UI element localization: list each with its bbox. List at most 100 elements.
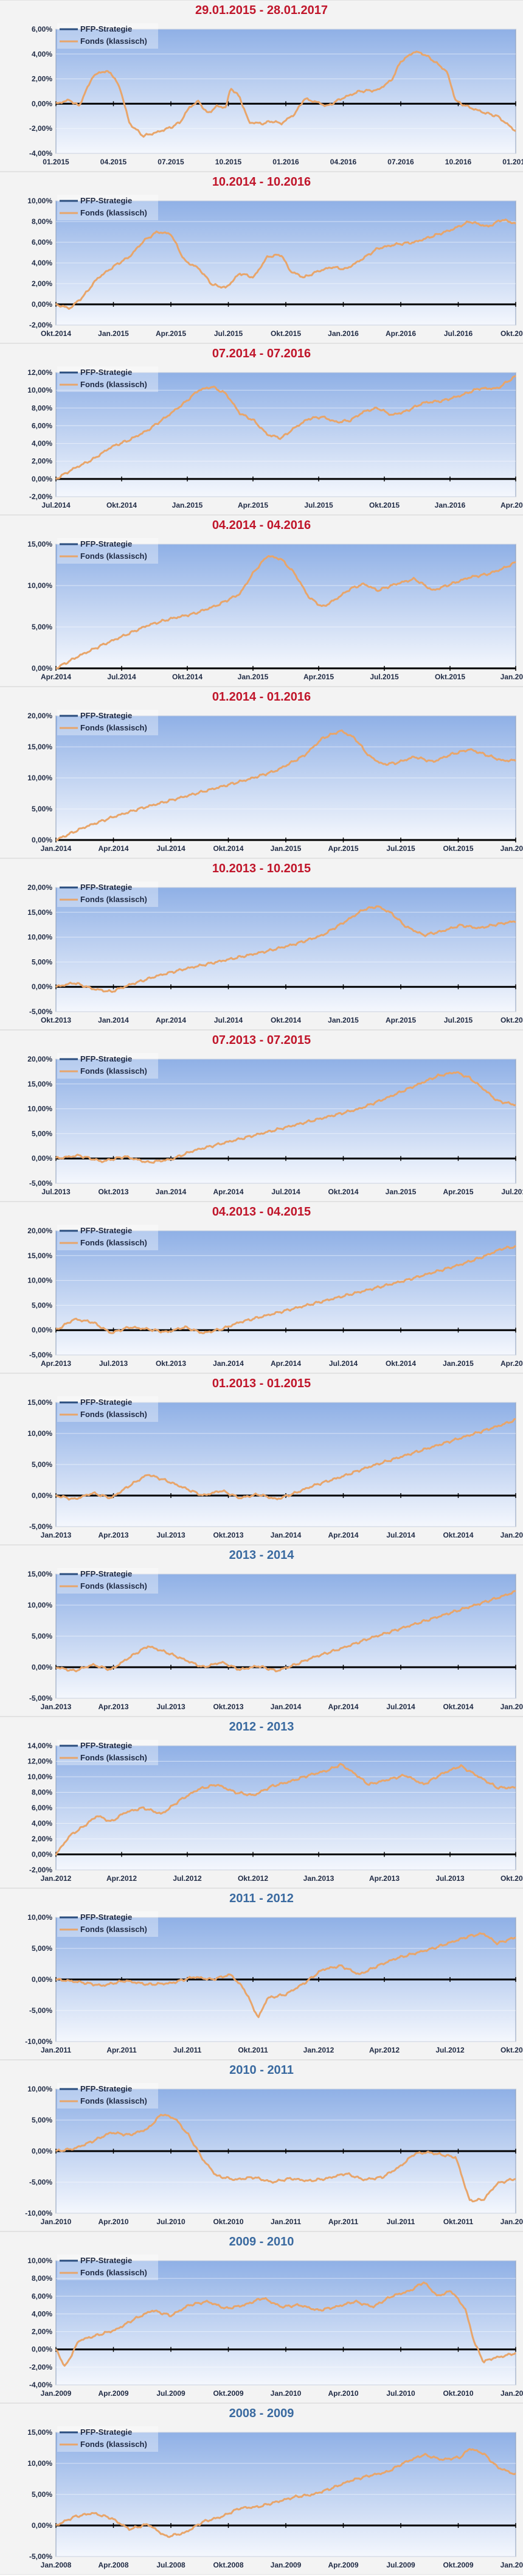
y-tick-label: 20,00% — [27, 712, 52, 720]
chart-title: 07.2013 - 07.2015 — [212, 1034, 311, 1047]
series-line-fonds — [55, 905, 516, 993]
x-tick-label: Jan.2015 — [500, 1703, 523, 1711]
chart-panel: 2009 - 2010 -4,00% -2,00% 0,00% 2,00% 4,00% 6,… — [0, 2231, 523, 2403]
legend-label-strategy: PFP-Strategie — [80, 368, 132, 377]
chart-title: 2008 - 2009 — [229, 2407, 294, 2420]
legend: PFP-Strategie Fonds (klassisch) — [57, 1225, 158, 1250]
x-tick-label: Jul.2014 — [329, 1359, 358, 1368]
legend-box — [57, 1225, 158, 1250]
series-line-fonds — [55, 2113, 516, 2203]
chart-svg: -5,00% 0,00% 5,00% 10,00% 15,00% 20,00% Okt.20… — [27, 881, 523, 1024]
y-tick-label: 2,00% — [32, 279, 52, 288]
legend-box — [57, 538, 158, 564]
chart-svg: -10,00% -5,00% 0,00% 5,00% 10,00% Jan.2010 Apr… — [25, 2083, 523, 2226]
x-tick-label: 07.2015 — [158, 158, 184, 166]
legend-box — [57, 1911, 158, 1937]
y-tick-label: -2,00% — [29, 2363, 52, 2371]
legend-label-strategy: PFP-Strategie — [80, 711, 132, 720]
chart-svg: -4,00% -2,00% 0,00% 2,00% 4,00% 6,00% 01.2015 0… — [29, 23, 523, 166]
x-tick-label: Jan.2016 — [435, 501, 466, 509]
y-tick-label: -10,00% — [25, 2209, 52, 2217]
x-tick-label: Jul.2015 — [370, 673, 399, 681]
x-tick-label: Okt.2014 — [386, 1359, 416, 1368]
y-tick-label: 0,00% — [32, 475, 52, 483]
y-tick-label: 8,00% — [32, 404, 52, 412]
chart-panel: 10.2014 - 10.2016 -2,00% 0,00% 2,00% 4,00% 6,… — [0, 172, 523, 343]
chart-svg: -10,00% -5,00% 0,00% 5,00% 10,00% Jan.2011 Apr… — [25, 1911, 523, 2054]
plot-area — [55, 2260, 516, 2385]
x-tick-label: Okt.2012 — [238, 1874, 268, 1883]
x-tick-label: Jan.2014 — [41, 844, 72, 853]
x-tick-label: Jul.2009 — [156, 2389, 185, 2398]
legend-label-strategy: PFP-Strategie — [80, 1226, 132, 1235]
y-tick-label: 15,00% — [27, 1398, 52, 1407]
x-tick-label: Jan.2014 — [271, 1703, 302, 1711]
legend-box — [57, 366, 158, 392]
y-tick-label: -2,00% — [29, 124, 52, 133]
y-tick-label: 0,00% — [32, 2521, 52, 2530]
legend-label-fund: Fonds (klassisch) — [80, 2440, 147, 2449]
chart-panel: 2008 - 2009 -5,00% 0,00% 5,00% 10,00% 15,00% J… — [0, 2403, 523, 2575]
legend-label-fund: Fonds (klassisch) — [80, 37, 147, 46]
x-tick-label: Jan.2015 — [386, 1188, 417, 1196]
y-tick-label: 20,00% — [27, 1227, 52, 1235]
legend-label-strategy: PFP-Strategie — [80, 883, 132, 892]
y-tick-label: 20,00% — [27, 883, 52, 892]
y-tick-label: 8,00% — [32, 2274, 52, 2283]
x-tick-label: Okt.2013 — [98, 1188, 128, 1196]
x-tick-label: Jul.2010 — [386, 2389, 415, 2398]
y-tick-label: -10,00% — [25, 2037, 52, 2046]
x-tick-label: Okt.2010 — [213, 2217, 243, 2226]
legend-label-strategy: PFP-Strategie — [80, 2084, 132, 2093]
y-tick-label: 4,00% — [32, 259, 52, 267]
y-tick-label: 10,00% — [27, 386, 52, 394]
x-tick-label: Okt.2015 — [369, 501, 400, 509]
x-tick-label: Jan.2016 — [328, 329, 359, 338]
x-tick-label: Apr.2016 — [386, 329, 416, 338]
chart-title: 10.2013 - 10.2015 — [212, 862, 311, 875]
legend-box — [57, 1053, 158, 1079]
chart-title: 2012 - 2013 — [229, 1720, 294, 1734]
y-tick-label: 0,00% — [32, 1491, 52, 1500]
x-tick-label: Apr.2008 — [98, 2561, 128, 2569]
x-tick-label: Jan.2014 — [156, 1188, 187, 1196]
series-line-fonds — [55, 1590, 516, 1673]
x-tick-label: 07.2016 — [387, 158, 414, 166]
plot-area — [55, 1230, 516, 1356]
y-tick-label: 2,00% — [32, 457, 52, 466]
x-tick-label: Jul.2015 — [386, 844, 415, 853]
legend-box — [57, 1396, 158, 1422]
x-tick-label: Okt.2014 — [106, 501, 137, 509]
legend-label-fund: Fonds (klassisch) — [80, 1753, 147, 1762]
legend: PFP-Strategie Fonds (klassisch) — [57, 366, 158, 392]
chart-svg: -2,00% 0,00% 2,00% 4,00% 6,00% 8,00% 10,00% 12,… — [27, 366, 523, 509]
y-tick-label: 5,00% — [32, 957, 52, 966]
chart-svg: -5,00% 0,00% 5,00% 10,00% 15,00% 20,00% Jul.20… — [27, 1053, 523, 1196]
y-tick-label: 10,00% — [27, 1429, 52, 1438]
chart-title: 2011 - 2012 — [229, 1892, 294, 1905]
chart-title: 10.2014 - 10.2016 — [212, 175, 311, 189]
chart-title: 07.2014 - 07.2016 — [212, 347, 311, 360]
y-tick-label: 5,00% — [32, 2116, 52, 2124]
y-tick-label: 6,00% — [32, 25, 52, 33]
chart-title: 2010 - 2011 — [229, 2063, 294, 2077]
x-tick-label: Jan.2015 — [500, 1531, 523, 1539]
x-tick-label: Jan.2011 — [41, 2046, 71, 2054]
y-tick-label: 4,00% — [32, 1819, 52, 1828]
x-tick-label: Apr.2014 — [213, 1188, 243, 1196]
x-tick-label: Jul.2015 — [501, 1188, 523, 1196]
y-tick-label: -5,00% — [29, 2006, 52, 2015]
legend: PFP-Strategie Fonds (klassisch) — [57, 195, 158, 220]
legend: PFP-Strategie Fonds (klassisch) — [57, 2426, 158, 2452]
y-tick-label: 5,00% — [32, 1632, 52, 1640]
x-tick-label: Jan.2013 — [303, 1874, 334, 1883]
x-tick-label: Jul.2012 — [435, 2046, 465, 2054]
x-tick-label: Jan.2015 — [98, 329, 129, 338]
y-tick-label: 10,00% — [27, 197, 52, 205]
chart-panel: 07.2013 - 07.2015 -5,00% 0,00% 5,00% 10,00% 1… — [0, 1030, 523, 1202]
x-tick-label: Apr.2012 — [106, 1874, 137, 1883]
x-tick-label: Jul.2010 — [156, 2217, 185, 2226]
x-tick-label: Apr.2014 — [328, 1703, 358, 1711]
series-line-fonds — [55, 1418, 516, 1501]
chart-title: 29.01.2015 - 28.01.2017 — [195, 4, 328, 17]
